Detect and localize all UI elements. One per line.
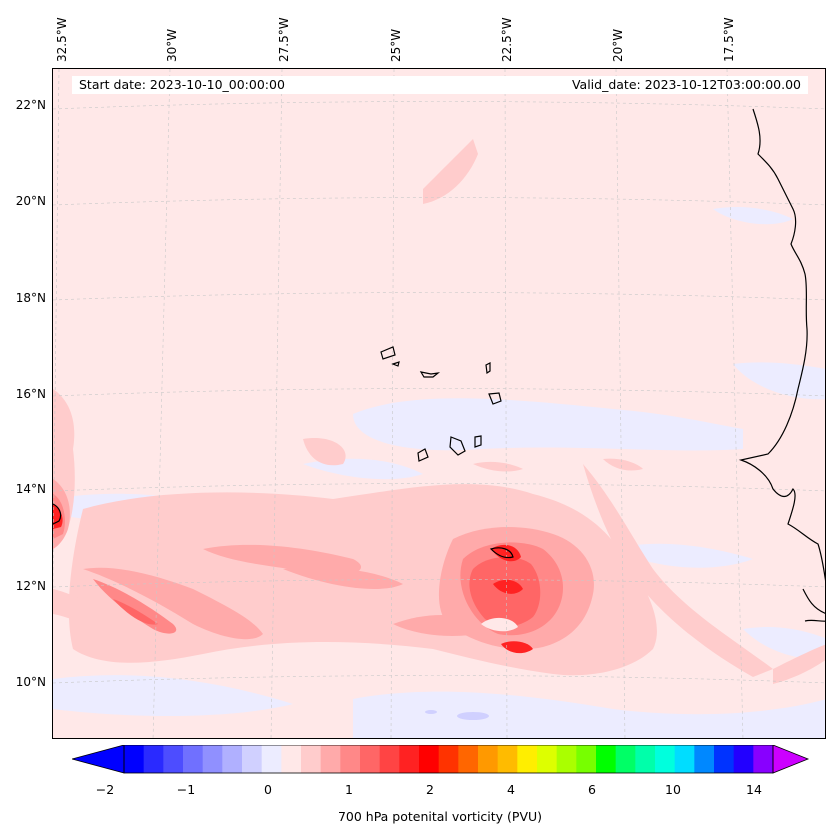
colorbar-cell: [379, 745, 400, 773]
colorbar-tick-14: 14: [746, 782, 762, 797]
lon-label-27-5w: 27.5°W: [277, 17, 291, 62]
valid-date-text: Valid_date: 2023-10-12T03:00:00.00: [571, 77, 801, 92]
colorbar-tick-neg1: −1: [176, 782, 196, 797]
lon-label-22-5w: 22.5°W: [500, 17, 514, 62]
colorbar-cell: [714, 745, 735, 773]
colorbar-cell: [163, 745, 184, 773]
colorbar-cell: [655, 745, 676, 773]
lon-label-30w: 30°W: [165, 28, 179, 62]
colorbar-cell: [202, 745, 223, 773]
colorbar-cell: [124, 745, 145, 773]
colorbar-tick-0: 0: [264, 782, 272, 797]
coastlines: [53, 108, 825, 622]
colorbar-cell: [458, 745, 479, 773]
colorbar-cell: [694, 745, 715, 773]
colorbar-cell: [674, 745, 695, 773]
start-date-text: Start date: 2023-10-10_00:00:00: [79, 77, 285, 92]
colorbar-cell: [183, 745, 204, 773]
colorbar-tick-6: 6: [588, 782, 596, 797]
colorbar-cell: [242, 745, 263, 773]
colorbar-tick-10: 10: [665, 782, 681, 797]
lat-label-18n: 18°N: [15, 291, 46, 305]
colorbar-cell: [478, 745, 499, 773]
colorbar-tick-neg2: −2: [95, 782, 115, 797]
lat-label-16n: 16°N: [15, 387, 46, 401]
lon-label-17-5w: 17.5°W: [722, 17, 736, 62]
lon-label-25w: 25°W: [389, 28, 403, 62]
colorbar-cell: [360, 745, 381, 773]
colorbar-cell: [635, 745, 656, 773]
colorbar-frame: [123, 745, 774, 774]
colorbar-cell: [615, 745, 636, 773]
colorbar-tick-2: 2: [426, 782, 434, 797]
lon-label-32-5w: 32.5°W: [55, 17, 69, 62]
colorbar-cell: [320, 745, 341, 773]
colorbar-cell: [419, 745, 440, 773]
lat-label-12n: 12°N: [15, 579, 46, 593]
vortex-centre-hole: [481, 617, 518, 632]
colorbar-cell: [576, 745, 597, 773]
colorbar-tick-1: 1: [345, 782, 353, 797]
colorbar-cell: [497, 745, 518, 773]
lat-label-10n: 10°N: [15, 675, 46, 689]
colorbar-cell: [281, 745, 302, 773]
colorbar-cell: [556, 745, 577, 773]
colorbar-cell: [261, 745, 282, 773]
colorbar-under-arrow: [72, 745, 125, 774]
colorbar-cell: [517, 745, 538, 773]
graticule: [53, 69, 825, 738]
colorbar-cell: [733, 745, 754, 773]
colorbar-over-arrow: [772, 745, 810, 774]
colorbar-tick-4: 4: [507, 782, 515, 797]
lat-label-22n: 22°N: [15, 98, 46, 112]
map-panel: [52, 68, 826, 739]
colorbar-cell: [340, 745, 361, 773]
colorbar-cell: [537, 745, 558, 773]
colorbar-cells: [124, 745, 774, 773]
colorbar-cell: [753, 745, 774, 773]
date-info-bar: Start date: 2023-10-10_00:00:00 Valid_da…: [72, 76, 808, 94]
lon-label-20w: 20°W: [611, 28, 625, 62]
lat-label-14n: 14°N: [15, 482, 46, 496]
colorbar-cell: [596, 745, 617, 773]
colorbar-cell: [438, 745, 459, 773]
colorbar: [72, 745, 810, 774]
colorbar-cell: [301, 745, 322, 773]
pv-field: [53, 69, 825, 738]
colorbar-cell: [143, 745, 164, 773]
colorbar-cell: [222, 745, 243, 773]
lat-label-20n: 20°N: [15, 194, 46, 208]
colorbar-label: 700 hPa potenital vorticity (PVU): [337, 809, 543, 824]
colorbar-cell: [399, 745, 420, 773]
